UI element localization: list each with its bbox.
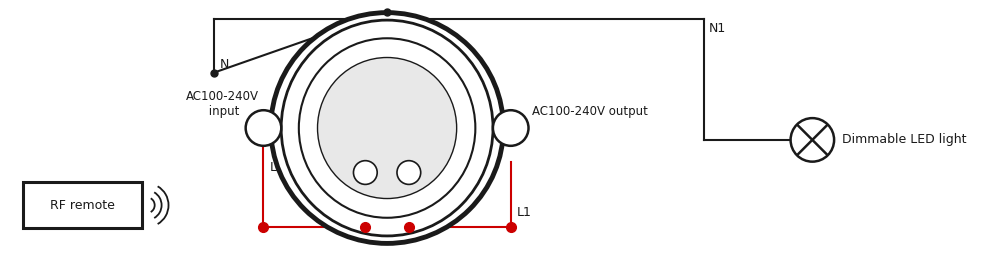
Text: AC100-240V output: AC100-240V output xyxy=(532,105,648,118)
Ellipse shape xyxy=(281,20,493,236)
Circle shape xyxy=(353,161,377,184)
Ellipse shape xyxy=(318,57,457,199)
Text: N: N xyxy=(220,58,229,71)
Text: L: L xyxy=(269,161,276,174)
FancyBboxPatch shape xyxy=(23,182,142,228)
Text: Dimmable LED light: Dimmable LED light xyxy=(842,133,967,146)
Circle shape xyxy=(246,110,281,146)
Text: L1: L1 xyxy=(517,206,532,219)
Ellipse shape xyxy=(271,13,503,243)
Circle shape xyxy=(397,161,421,184)
Text: RF remote: RF remote xyxy=(50,199,115,212)
Circle shape xyxy=(791,118,834,162)
Text: N1: N1 xyxy=(709,22,726,35)
Ellipse shape xyxy=(299,38,475,218)
Text: AC100-240V
 input: AC100-240V input xyxy=(186,90,259,118)
Circle shape xyxy=(493,110,529,146)
